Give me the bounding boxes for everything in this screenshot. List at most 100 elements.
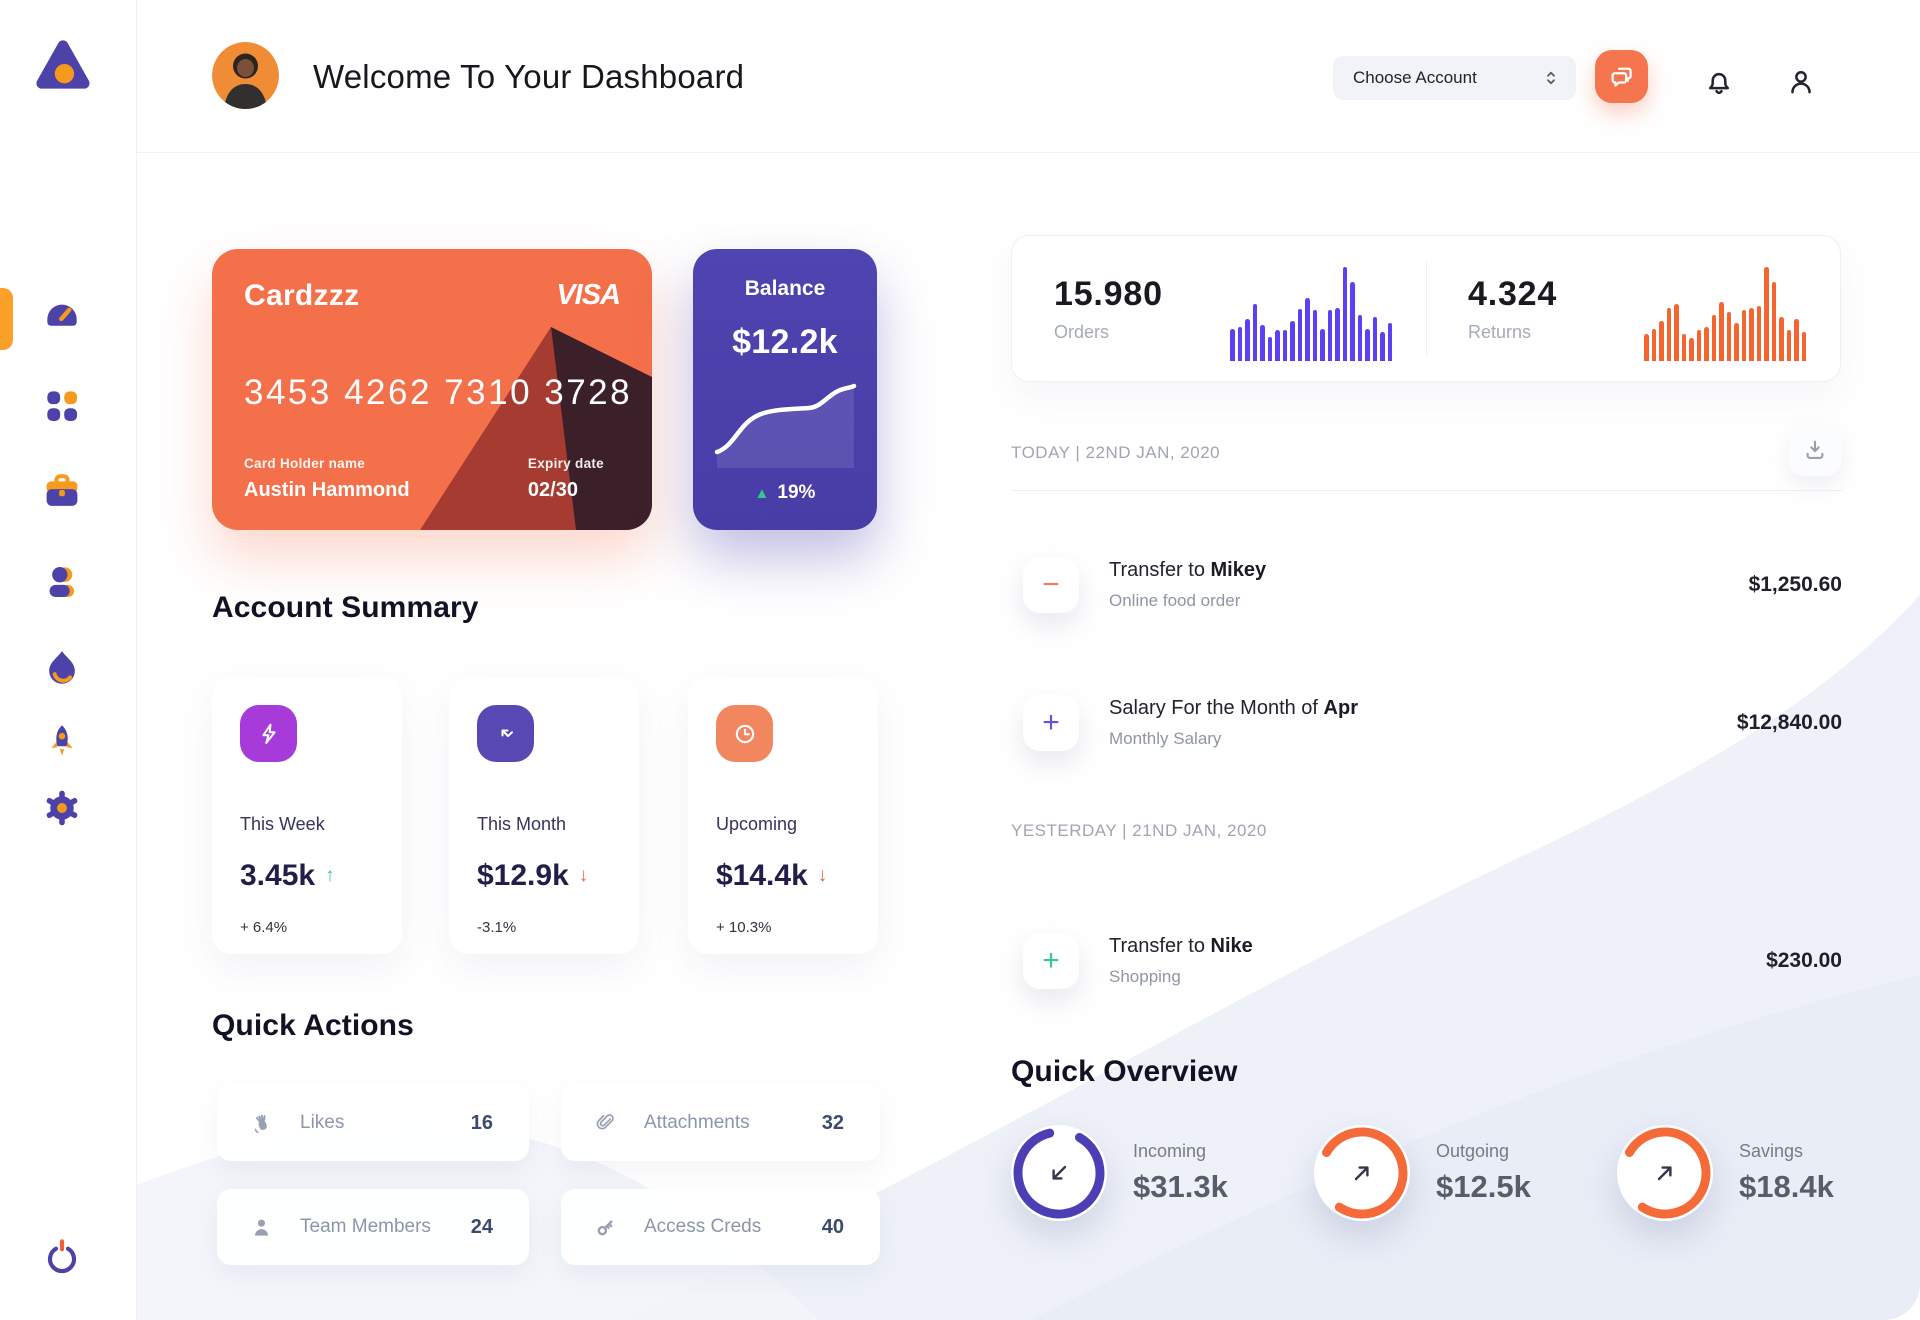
transaction-subtitle: Online food order: [1109, 591, 1241, 610]
bar: [1275, 330, 1280, 361]
bar: [1327, 309, 1332, 361]
today-date-label: TODAY | 22ND JAN, 2020: [1011, 443, 1221, 462]
gear-icon: [46, 790, 78, 826]
summary-delta: -3.1%: [477, 919, 517, 936]
outgoing-donut: [1314, 1125, 1410, 1221]
logout-button[interactable]: [42, 1236, 82, 1276]
overview-label: Savings: [1739, 1141, 1804, 1161]
plus-icon: +: [1023, 695, 1079, 751]
account-selector-label: Choose Account: [1353, 68, 1477, 87]
bar: [1734, 322, 1739, 361]
overview-label: Incoming: [1133, 1141, 1207, 1161]
transaction-subtitle: Monthly Salary: [1109, 729, 1222, 748]
user-icon: [49, 566, 75, 598]
quick-action-team-members[interactable]: Team Members 24: [217, 1189, 529, 1265]
bar: [1696, 330, 1701, 361]
quick-action-likes[interactable]: Likes 16: [217, 1085, 529, 1161]
overview-value: $18.4k: [1739, 1169, 1834, 1204]
summary-label: This Week: [240, 814, 325, 834]
sidebar-item-contacts[interactable]: [40, 560, 84, 604]
incoming-donut: [1011, 1125, 1107, 1221]
quick-overview-title: Quick Overview: [1011, 1055, 1238, 1088]
header: Welcome To Your Dashboard Choose Account: [137, 0, 1920, 153]
bar: [1380, 332, 1385, 361]
speedometer-icon: [47, 304, 77, 326]
bar: [1764, 266, 1769, 361]
sidebar-item-settings[interactable]: [40, 786, 84, 830]
overview-label: Outgoing: [1436, 1141, 1510, 1161]
sidebar-item-dashboard[interactable]: [40, 294, 84, 338]
download-button[interactable]: [1789, 424, 1841, 476]
card-name: Cardzzz: [244, 279, 360, 312]
overview-savings: Savings $18.4k: [1617, 1125, 1834, 1221]
app-logo[interactable]: [34, 36, 92, 94]
summary-delta: + 10.3%: [716, 919, 772, 936]
overview-value: $31.3k: [1133, 1169, 1228, 1204]
transaction-row-mikey[interactable]: − Transfer to Mikey Online food order $1…: [1023, 549, 1842, 621]
orders-returns-card: 15.980 Orders 4.324 Returns: [1011, 235, 1841, 382]
bar: [1372, 317, 1377, 361]
bar: [1357, 315, 1362, 361]
expiry-label: Expiry date: [527, 456, 604, 471]
bar: [1305, 298, 1310, 361]
expiry-value: 02/30: [527, 479, 578, 501]
minus-icon: −: [1023, 557, 1079, 613]
page-title: Welcome To Your Dashboard: [313, 57, 745, 95]
avatar[interactable]: [212, 42, 279, 109]
bar: [1726, 311, 1731, 361]
sidebar-item-launch[interactable]: [40, 721, 84, 765]
trend-up-icon: ↑: [325, 865, 335, 886]
lightning-icon: [240, 705, 297, 762]
bar: [1290, 321, 1295, 361]
orders-value: 15.980: [1054, 274, 1163, 313]
transaction-title: Salary For the Month of Apr: [1109, 697, 1358, 719]
bar: [1704, 326, 1709, 361]
bar: [1387, 322, 1392, 361]
orders-bar-chart: [1230, 266, 1392, 361]
quick-action-count: 24: [470, 1215, 493, 1238]
card-number: 3453 4262 7310 3728: [244, 373, 633, 412]
bar: [1644, 334, 1649, 361]
clap-icon: [254, 1114, 267, 1133]
sidebar-item-apps[interactable]: [40, 384, 84, 428]
profile-button[interactable]: [1785, 66, 1817, 98]
trend-down-icon: ↓: [578, 865, 589, 886]
card-holder-label: Card Holder name: [244, 456, 366, 471]
bar: [1267, 337, 1272, 361]
transaction-row-salary[interactable]: + Salary For the Month of Apr Monthly Sa…: [1023, 687, 1842, 759]
notifications-button[interactable]: [1703, 66, 1735, 98]
bar: [1350, 281, 1355, 361]
bar: [1801, 332, 1806, 361]
rocket-icon: [51, 725, 73, 756]
briefcase-icon: [46, 474, 78, 506]
bar: [1779, 317, 1784, 361]
quick-action-count: 40: [821, 1215, 844, 1238]
bar: [1282, 330, 1287, 361]
orders-stat: 15.980 Orders: [1012, 236, 1426, 381]
quick-action-label: Team Members: [300, 1216, 431, 1237]
returns-label: Returns: [1468, 321, 1532, 342]
plus-icon: +: [1023, 933, 1079, 989]
quick-action-access-creds[interactable]: Access Creds 40: [561, 1189, 880, 1265]
quick-action-label: Access Creds: [644, 1216, 762, 1237]
messages-button[interactable]: [1595, 50, 1648, 103]
bar: [1252, 304, 1257, 361]
card-decoration: [420, 327, 652, 530]
main-content: Cardzzz VISA 3453 4262 7310 3728 Card Ho…: [137, 153, 1920, 1320]
up-right-arrow-icon: [1354, 1166, 1369, 1181]
divider: [1011, 490, 1842, 491]
returns-stat: 4.324 Returns: [1426, 236, 1840, 381]
transaction-subtitle: Shopping: [1109, 967, 1181, 986]
transaction-row-nike[interactable]: + Transfer to Nike Shopping $230.00: [1023, 925, 1842, 997]
quick-action-attachments[interactable]: Attachments 32: [561, 1085, 880, 1161]
power-icon: [47, 1239, 77, 1274]
summary-value: $12.9k: [477, 859, 569, 892]
sidebar-item-trending[interactable]: [40, 646, 84, 690]
bar: [1365, 328, 1370, 361]
summary-delta: + 6.4%: [240, 919, 288, 936]
member-icon: [255, 1219, 268, 1236]
account-selector[interactable]: Choose Account: [1333, 56, 1576, 100]
sidebar-item-work[interactable]: [40, 470, 84, 514]
balance-value: $12.2k: [732, 323, 838, 361]
bar: [1749, 307, 1754, 361]
